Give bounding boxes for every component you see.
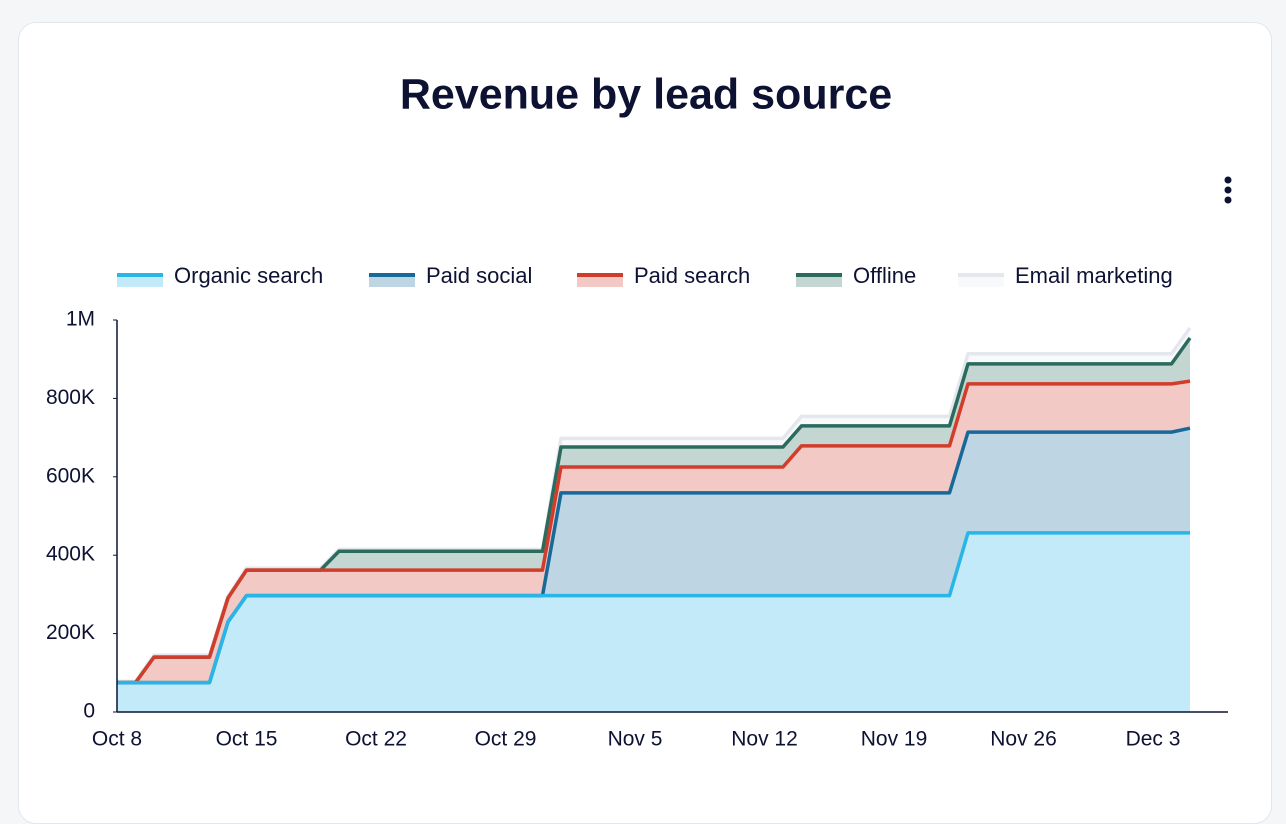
legend-swatch-fill (369, 275, 415, 287)
area-fill (117, 338, 1190, 683)
area-fill (117, 428, 1190, 683)
x-tick-label: Oct 22 (345, 728, 407, 751)
x-tick-label: Oct 8 (92, 728, 142, 751)
legend-swatch-fill (796, 275, 842, 287)
y-tick-label: 1M (66, 308, 95, 331)
legend-label: Email marketing (1015, 263, 1173, 288)
area-fill (117, 532, 1190, 712)
y-tick-label: 0 (83, 700, 95, 723)
menu-dot (1224, 186, 1232, 194)
series-line (117, 326, 1192, 684)
x-tick-label: Oct 15 (216, 728, 278, 751)
legend-swatch-fill (958, 275, 1004, 287)
legend-swatch-fill (117, 275, 163, 287)
x-tick-label: Nov 19 (861, 728, 928, 751)
series-line (117, 379, 1191, 685)
legend-label: Offline (853, 263, 916, 288)
legend-item: Offline (796, 263, 916, 288)
y-tick-label: 400K (46, 543, 95, 566)
legend-item: Organic search (117, 263, 323, 288)
x-tick-label: Nov 12 (731, 728, 798, 751)
menu-button[interactable] (1224, 176, 1232, 204)
chart-title: Revenue by lead source (400, 70, 892, 118)
x-tick-label: Nov 5 (608, 728, 663, 751)
series-line (117, 531, 1190, 685)
menu-dot (1224, 196, 1232, 204)
legend-item: Paid search (577, 263, 750, 288)
x-tick-label: Nov 26 (990, 728, 1057, 751)
menu-dot (1224, 176, 1232, 184)
x-tick-label: Oct 29 (475, 728, 537, 751)
legend-label: Paid search (634, 263, 750, 288)
legend-label: Paid social (426, 263, 532, 288)
card (18, 22, 1272, 824)
legend-swatch-fill (577, 275, 623, 287)
area-fill (117, 381, 1190, 683)
y-tick-label: 600K (46, 464, 95, 487)
legend-item: Email marketing (958, 263, 1173, 288)
x-tick-label: Dec 3 (1126, 728, 1181, 751)
legend-item: Paid social (369, 263, 532, 288)
y-tick-label: 800K (46, 386, 95, 409)
legend-label: Organic search (174, 263, 323, 288)
y-tick-label: 200K (46, 621, 95, 644)
